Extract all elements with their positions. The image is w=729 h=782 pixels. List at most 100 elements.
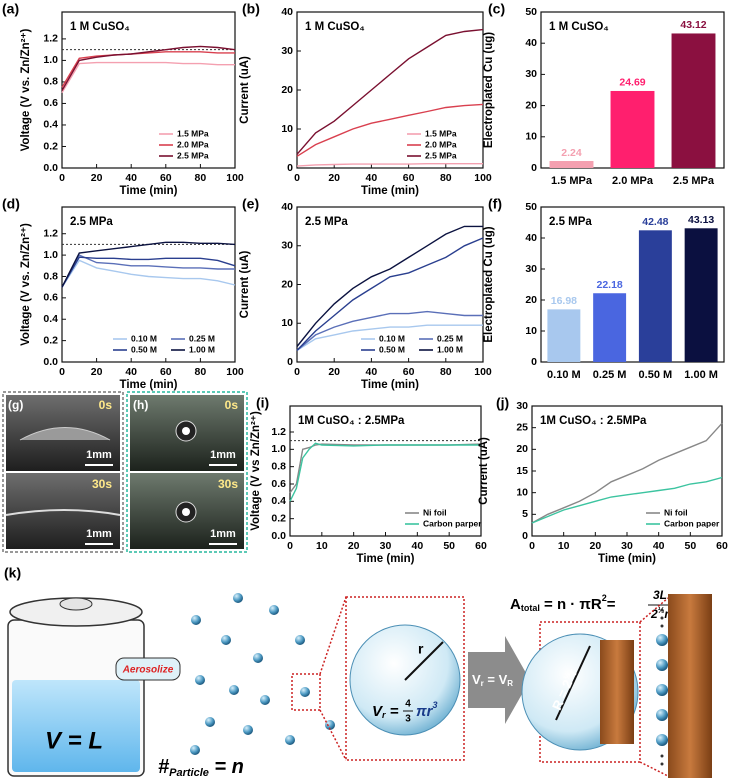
photo-h: (h) 0s 30s 1mm 1mm	[126, 391, 248, 553]
y-tick-label: 0.4	[43, 119, 58, 131]
x-tick-label: 20	[328, 172, 340, 184]
panel-label: (g)	[8, 398, 23, 412]
value-label: 43.12	[680, 19, 706, 31]
y-axis-label: Voltage (V vs. Zn/Zn²⁺)	[20, 223, 32, 346]
chart-title: 1M CuSO₄ : 2.5MPa	[298, 415, 405, 427]
attached-particles	[656, 608, 668, 766]
series-line	[61, 61, 235, 94]
series-line	[61, 256, 236, 288]
x-tick-label: 40	[125, 172, 137, 184]
rod	[668, 594, 712, 778]
numerator: 4	[405, 699, 411, 710]
x-axis-label: Time (min)	[598, 553, 656, 565]
superscript: 2	[602, 593, 607, 603]
plot-frame	[61, 11, 236, 169]
x-tick-label: 80	[195, 172, 207, 184]
legend-label: Carbon paper	[664, 518, 720, 528]
y-tick-label: 20	[525, 294, 537, 306]
symbol: #	[158, 756, 170, 778]
legend-label: 2.0 MPa	[177, 139, 209, 149]
y-tick-label: 20	[281, 278, 293, 290]
x-tick-label: 2.5 MPa	[673, 175, 715, 187]
y-axis-label: Voltage (V vs Zn/Zn²⁺)	[250, 411, 262, 531]
symbol: r	[565, 667, 581, 678]
y-tick-label: 25	[516, 421, 528, 433]
series-line	[289, 442, 481, 502]
x-axis-label: Time (min)	[361, 185, 419, 197]
y-axis-label: Electroplated Cu (ug)	[483, 32, 495, 148]
y-tick-label: 20	[281, 84, 293, 96]
x-tick-label: 100	[474, 172, 492, 184]
panel-label: (j)	[496, 395, 509, 411]
superscript: ⅓	[562, 671, 573, 681]
y-tick-label: 50	[525, 201, 537, 213]
x-axis-label: Time (min)	[120, 185, 178, 197]
legend-label: 0.50 M	[379, 344, 405, 354]
y-tick-label: 30	[525, 263, 537, 275]
x-tick-label: 40	[366, 172, 378, 184]
series-line	[296, 103, 484, 157]
nozzle-label: Aerosolize	[122, 665, 174, 676]
superscript: 3	[433, 700, 438, 710]
chart-title: 1M CuSO₄ : 2.5MPa	[540, 415, 647, 427]
y-tick-label: 10	[516, 486, 528, 498]
symbol: r	[664, 607, 670, 621]
y-tick-label: 0.2	[43, 334, 58, 346]
chart-title: 1 M CuSO₄	[70, 21, 130, 33]
legend-label: 0.10 M	[131, 333, 157, 343]
y-tick-label: 0.4	[43, 313, 58, 325]
series-line	[61, 259, 236, 288]
x-tick-label: 20	[91, 172, 103, 184]
y-tick-label: 0.4	[271, 495, 286, 507]
zoom-frame	[345, 596, 465, 761]
equation: =	[607, 596, 616, 613]
y-tick-label: 30	[281, 240, 293, 252]
numerator: 3L	[653, 588, 667, 602]
y-tick-label: 0	[287, 162, 293, 174]
legend-label: 1.5 MPa	[177, 128, 209, 138]
x-tick-label: 0	[294, 172, 300, 184]
bar	[671, 33, 716, 168]
y-tick-label: 10	[281, 317, 293, 329]
subscript: r	[382, 710, 386, 720]
sphere-volume-rhs: πr3	[416, 700, 438, 720]
photo-frame	[126, 391, 248, 553]
x-tick-label: 80	[440, 366, 452, 378]
x-tick-label: 0	[59, 172, 65, 184]
symbol: A	[510, 596, 521, 613]
y-tick-label: 0.0	[43, 356, 58, 368]
x-tick-label: 80	[440, 172, 452, 184]
panel-label: (i)	[256, 395, 269, 411]
y-tick-label: 1.2	[43, 228, 58, 240]
series-line	[289, 443, 482, 494]
chart-title: 1 M CuSO₄	[549, 21, 609, 33]
x-tick-label: 20	[328, 366, 340, 378]
x-tick-label: 0	[294, 366, 300, 378]
time-label: 30s	[218, 477, 238, 491]
x-tick-label: 60	[160, 172, 172, 184]
value-label: 16.98	[551, 295, 577, 307]
x-tick-label: 0.50 M	[639, 369, 673, 381]
y-axis-label: Voltage (V vs. Zn/Zn²⁺)	[20, 28, 32, 151]
subscript: total	[521, 603, 540, 613]
legend-label: 0.25 M	[189, 333, 215, 343]
y-tick-label: 20	[525, 99, 537, 111]
liquid	[12, 680, 140, 772]
y-tick-label: 10	[281, 123, 293, 135]
radius-label: r	[418, 641, 424, 657]
legend-label: 0.50 M	[131, 344, 157, 354]
y-axis-label: Current (uA)	[239, 250, 251, 318]
x-tick-label: 0.25 M	[593, 369, 627, 381]
photo-g: (g) 0s 30s 1mm 1mm	[2, 391, 124, 553]
series-line	[296, 225, 483, 347]
x-tick-label: 0	[529, 540, 535, 552]
legend-label: 1.5 MPa	[425, 128, 457, 138]
x-tick-label: 40	[653, 540, 665, 552]
x-tick-label: 100	[226, 366, 244, 378]
legend-label: 2.5 MPa	[425, 150, 457, 160]
y-axis-label: Current (uA)	[478, 437, 490, 505]
x-tick-label: 60	[716, 540, 728, 552]
x-tick-label: 0	[59, 366, 65, 378]
legend-label: 2.0 MPa	[425, 139, 457, 149]
x-axis-label: Time (min)	[357, 553, 415, 565]
